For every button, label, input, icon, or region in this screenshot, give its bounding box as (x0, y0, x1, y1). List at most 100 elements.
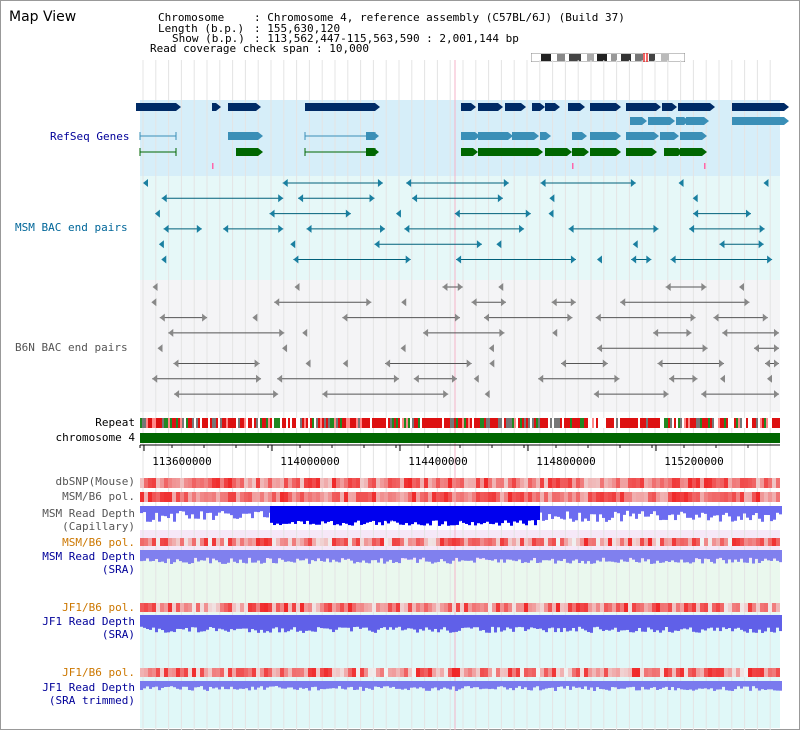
bac-end[interactable] (766, 374, 772, 383)
refseq-gene-features[interactable] (136, 103, 789, 169)
bac-end[interactable] (366, 298, 372, 307)
track-label-chromosome[interactable]: chromosome 4 (55, 431, 135, 444)
bac-end[interactable] (774, 359, 779, 368)
bac-end[interactable] (152, 283, 158, 291)
bac-end[interactable] (466, 359, 472, 368)
gene-exon[interactable] (478, 132, 508, 140)
bac-end[interactable] (597, 344, 603, 353)
bac-end[interactable] (484, 390, 490, 399)
bac-end[interactable] (519, 224, 525, 233)
bac-end[interactable] (278, 224, 284, 233)
bac-end[interactable] (454, 209, 460, 218)
gene-exon[interactable] (478, 148, 538, 156)
bac-end[interactable] (670, 255, 676, 264)
bac-end[interactable] (401, 298, 407, 307)
gene-exon[interactable] (678, 103, 710, 111)
track-label-jf1-pol-2[interactable]: JF1/B6 pol. (62, 666, 135, 679)
bac-end[interactable] (173, 359, 179, 368)
gene-exon[interactable] (626, 103, 656, 111)
bac-end[interactable] (774, 344, 779, 353)
gene-exon[interactable] (366, 132, 374, 140)
bac-end[interactable] (496, 240, 502, 249)
chromosome-bar[interactable] (140, 433, 780, 443)
bac-end[interactable] (168, 328, 174, 337)
bac-end[interactable] (692, 374, 698, 383)
bac-end[interactable] (568, 224, 574, 233)
bac-end[interactable] (720, 374, 726, 383)
bac-end[interactable] (174, 390, 180, 399)
gene-exon[interactable] (136, 103, 176, 111)
chromosome-ideogram[interactable] (531, 53, 685, 62)
bac-end[interactable] (551, 298, 557, 307)
bac-end[interactable] (758, 240, 764, 249)
gene-exon[interactable] (660, 132, 674, 140)
gene-exon[interactable] (664, 148, 678, 156)
bac-end[interactable] (552, 328, 558, 337)
gene-exon[interactable] (545, 148, 567, 156)
bac-end[interactable] (669, 374, 675, 383)
bac-end[interactable] (692, 194, 698, 203)
bac-end[interactable] (488, 344, 494, 353)
bac-end[interactable] (689, 224, 695, 233)
bac-end[interactable] (269, 209, 275, 218)
bac-end[interactable] (693, 209, 699, 218)
bac-end[interactable] (702, 344, 708, 353)
bac-end[interactable] (279, 328, 285, 337)
bac-end[interactable] (393, 374, 399, 383)
msm-bac-features[interactable] (143, 179, 773, 264)
gene-exon[interactable] (461, 103, 471, 111)
bac-end[interactable] (620, 298, 626, 307)
bac-end[interactable] (657, 359, 663, 368)
gene-exon[interactable] (680, 148, 702, 156)
bac-end[interactable] (767, 255, 773, 264)
gene-exon[interactable] (505, 103, 521, 111)
bac-end[interactable] (254, 359, 260, 368)
bac-end[interactable] (196, 224, 202, 233)
bac-end[interactable] (305, 359, 311, 368)
bac-end[interactable] (202, 313, 208, 322)
bac-end[interactable] (306, 224, 312, 233)
bac-end[interactable] (561, 359, 567, 368)
bac-end[interactable] (503, 179, 509, 187)
track-label-b6n-bac[interactable]: B6N BAC end pairs (15, 341, 128, 354)
bac-end[interactable] (400, 344, 406, 353)
track-label-msm-bac[interactable]: MSM BAC end pairs (15, 221, 128, 234)
bac-end[interactable] (719, 359, 725, 368)
track-label-msm-depth-sra[interactable]: MSM Read Depth (42, 550, 135, 563)
bac-end[interactable] (282, 179, 288, 187)
bac-end[interactable] (759, 224, 765, 233)
bac-end[interactable] (596, 255, 602, 264)
bac-end[interactable] (471, 298, 477, 307)
bac-end[interactable] (497, 194, 503, 203)
bac-end[interactable] (631, 255, 637, 264)
bac-end[interactable] (476, 240, 482, 249)
bac-end[interactable] (277, 374, 283, 383)
bac-end[interactable] (701, 283, 707, 291)
bac-end[interactable] (342, 359, 348, 368)
gene-exon[interactable] (572, 132, 582, 140)
bac-end[interactable] (678, 179, 684, 187)
track-label-msm-b6-pol-2[interactable]: MSM/B6 pol. (62, 536, 135, 549)
bac-end[interactable] (525, 209, 531, 218)
bac-end[interactable] (395, 209, 401, 218)
bac-end[interactable] (423, 328, 429, 337)
bac-end[interactable] (159, 313, 165, 322)
bac-end[interactable] (630, 179, 636, 187)
gene-exon[interactable] (732, 117, 784, 125)
gene-exon[interactable] (662, 103, 672, 111)
bac-end[interactable] (602, 359, 608, 368)
gene-exon[interactable] (572, 148, 584, 156)
gene-exon[interactable] (626, 132, 654, 140)
bac-end[interactable] (774, 390, 779, 399)
bac-end[interactable] (549, 194, 555, 203)
bac-end[interactable] (290, 240, 296, 249)
bac-end[interactable] (377, 179, 383, 187)
bac-end[interactable] (570, 255, 576, 264)
bac-end[interactable] (405, 255, 411, 264)
bac-end[interactable] (152, 374, 158, 383)
gene-exon[interactable] (478, 103, 498, 111)
bac-end[interactable] (298, 194, 304, 203)
bac-end[interactable] (744, 298, 750, 307)
gene-exon[interactable] (512, 132, 534, 140)
bac-end[interactable] (499, 328, 505, 337)
